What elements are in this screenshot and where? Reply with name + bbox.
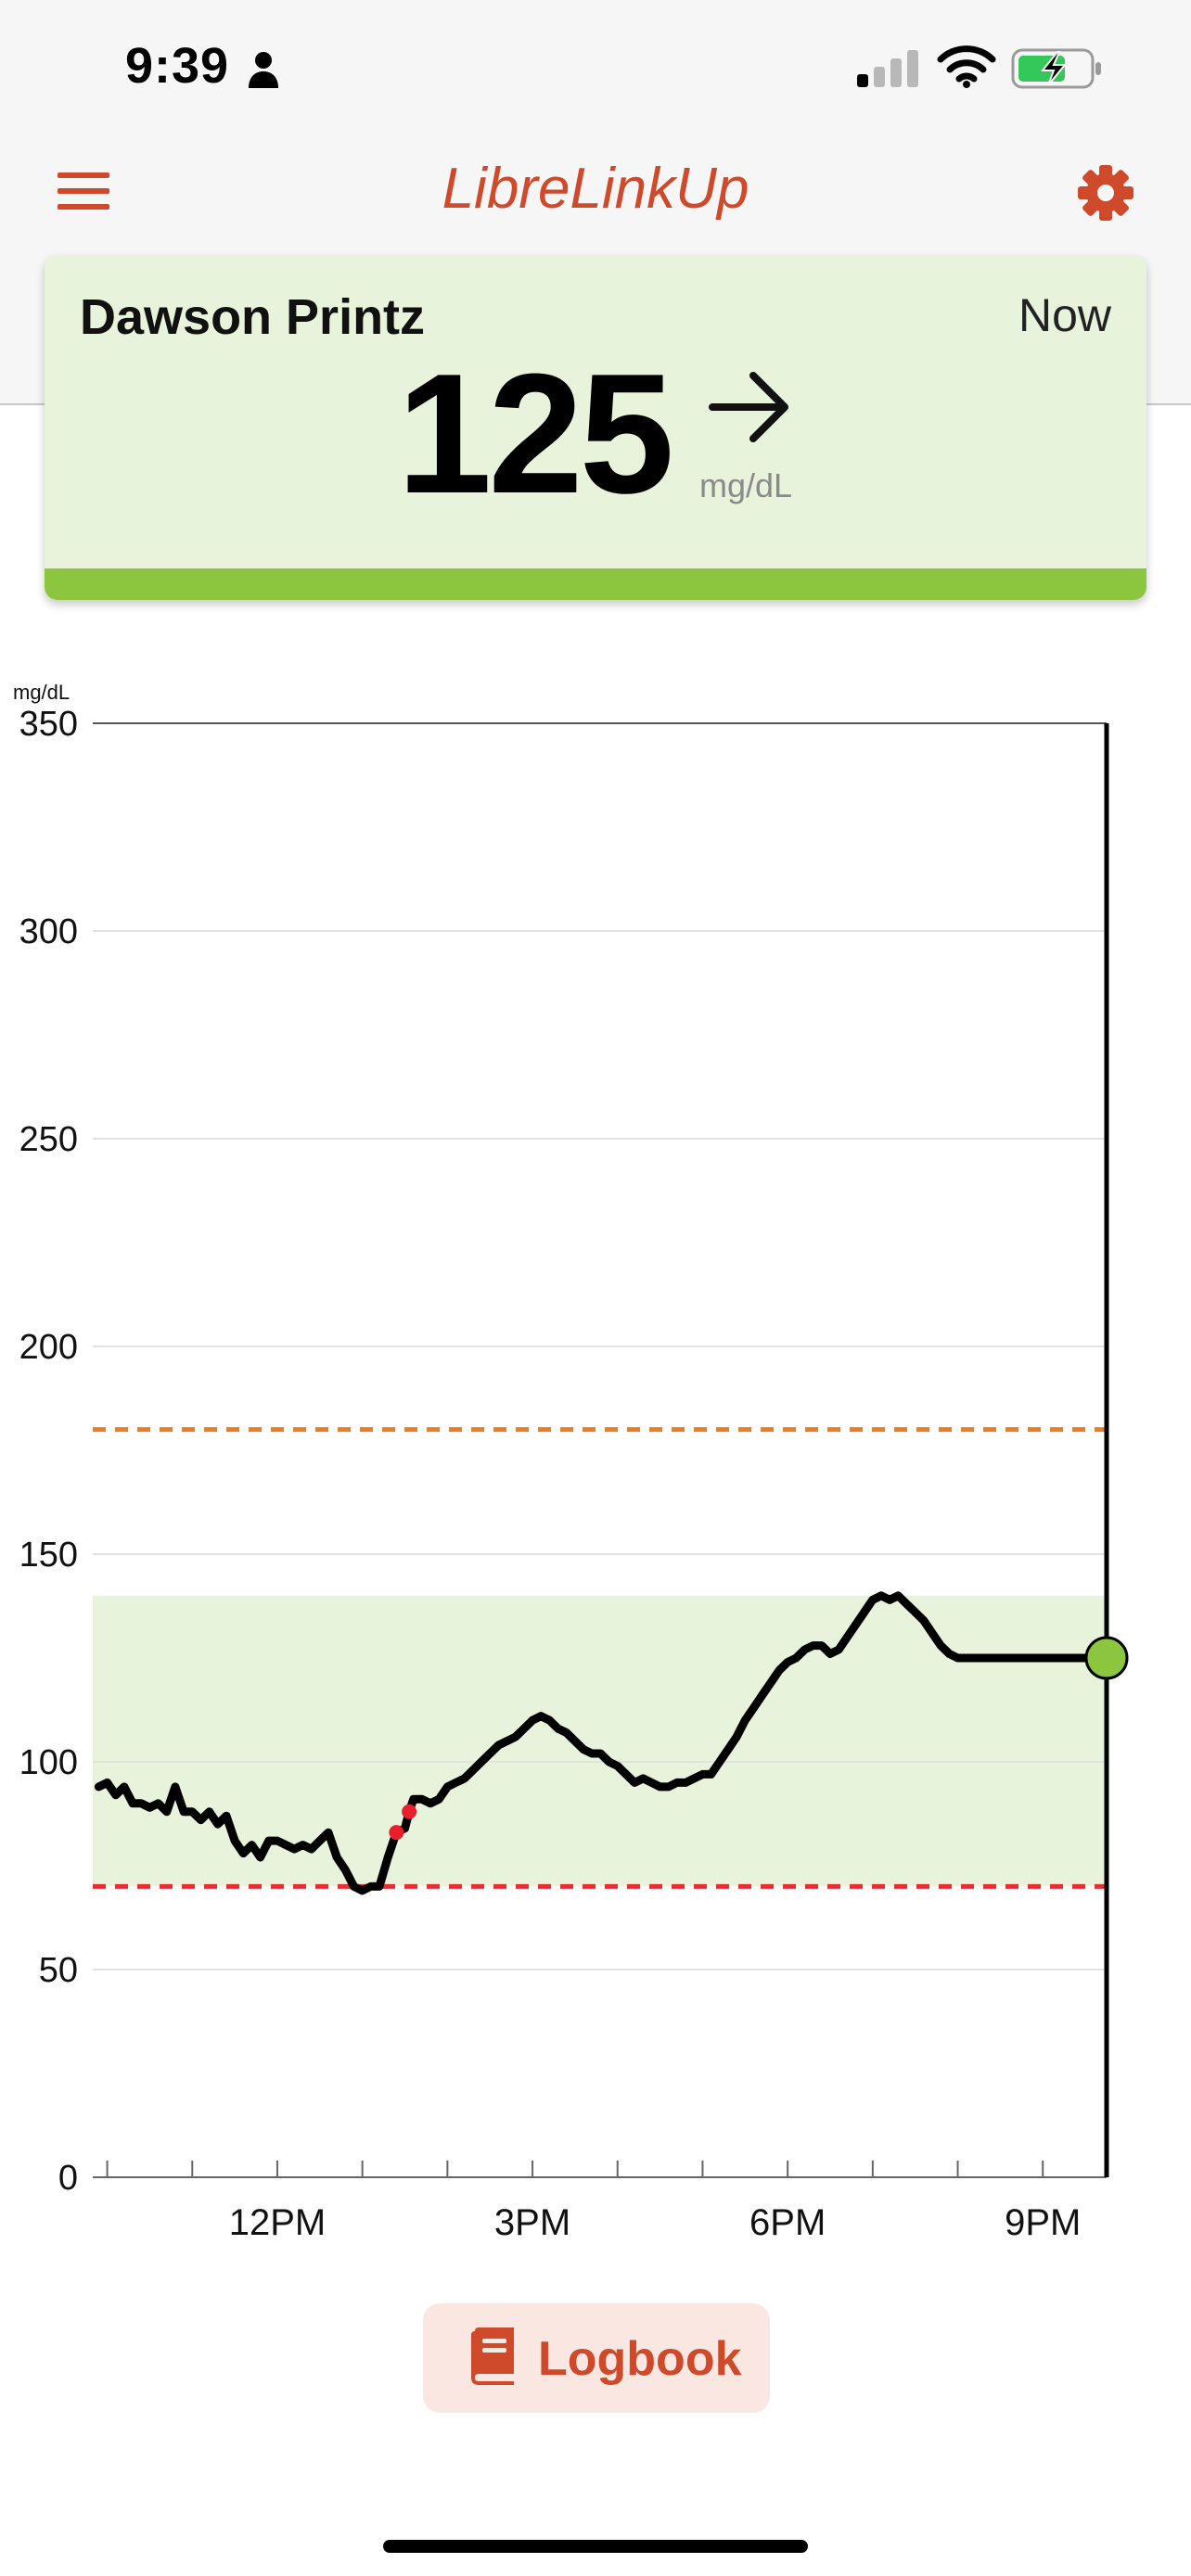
glucose-series-line [94,1591,1111,1895]
status-time: 9:39 [125,38,230,94]
target-range-band [93,1595,1107,1887]
y-tick-label: 150 [19,1536,78,1575]
logbook-label: Logbook [538,2332,742,2386]
y-axis-unit-label: mg/dL [13,681,70,704]
patient-name: Dawson Printz [80,289,426,345]
glucose-unit: mg/dL [699,466,793,504]
menu-button[interactable] [54,165,117,217]
x-tick-label: 6PM [749,2202,826,2243]
app-title: LibreLinkUp [442,157,749,221]
glucose-reading-card[interactable]: Dawson Printz Now 125 mg/dL [45,255,1146,600]
signal-icon [857,50,918,87]
logbook-button[interactable]: Logbook [423,2303,770,2413]
y-tick-label: 200 [19,1328,78,1367]
current-reading-point [1084,1636,1129,1680]
y-tick-label: 300 [19,912,78,951]
settings-gear-icon[interactable] [1076,163,1135,223]
home-indicator[interactable] [383,2540,808,2553]
glucose-value: 125 [397,338,674,529]
x-tick-label: 12PM [229,2202,327,2243]
x-tick-label: 9PM [1005,2202,1081,2243]
y-tick-label: 0 [58,2159,78,2198]
low-reading-point [402,1804,417,1819]
y-tick-label: 100 [19,1743,78,1782]
trend-arrow-icon [709,372,788,442]
y-tick-label: 350 [19,705,78,744]
wifi-icon [937,45,996,88]
status-color-bar [45,568,1146,600]
y-tick-label: 250 [19,1120,78,1159]
menu-icon [58,172,109,178]
reading-time: Now [1018,289,1111,341]
battery-charging-icon [1011,48,1101,89]
person-icon [249,52,278,88]
low-reading-point [389,1825,404,1841]
book-icon [471,2327,514,2385]
x-tick-label: 3PM [494,2202,570,2243]
y-tick-label: 50 [39,1951,78,1990]
